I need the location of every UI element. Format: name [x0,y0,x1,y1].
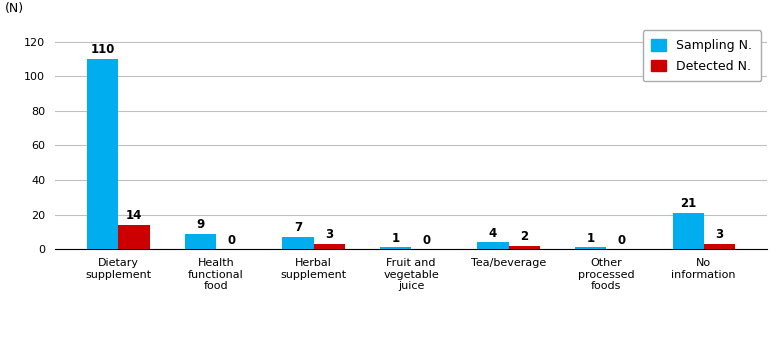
Text: 110: 110 [91,43,115,56]
Bar [313,244,345,249]
Text: 0: 0 [228,234,236,246]
Legend: Sampling N., Detected N.: Sampling N., Detected N. [643,30,761,81]
Bar [478,242,509,249]
Bar [509,246,539,249]
Bar [575,247,606,249]
Bar [673,213,704,249]
Text: 3: 3 [716,228,723,242]
Text: 2: 2 [520,230,529,243]
Text: 14: 14 [126,209,143,222]
Text: 4: 4 [489,227,497,239]
Bar [704,244,735,249]
Bar [380,247,411,249]
Text: (N): (N) [5,2,24,15]
Text: 1: 1 [392,232,399,245]
Text: 21: 21 [680,197,696,210]
Bar [283,237,313,249]
Text: 1: 1 [586,232,594,245]
Text: 0: 0 [423,234,431,246]
Bar [87,59,118,249]
Bar [185,234,216,249]
Text: 0: 0 [618,234,626,246]
Text: 9: 9 [197,218,204,231]
Text: 3: 3 [325,228,334,242]
Bar [118,225,150,249]
Text: 7: 7 [294,221,302,235]
